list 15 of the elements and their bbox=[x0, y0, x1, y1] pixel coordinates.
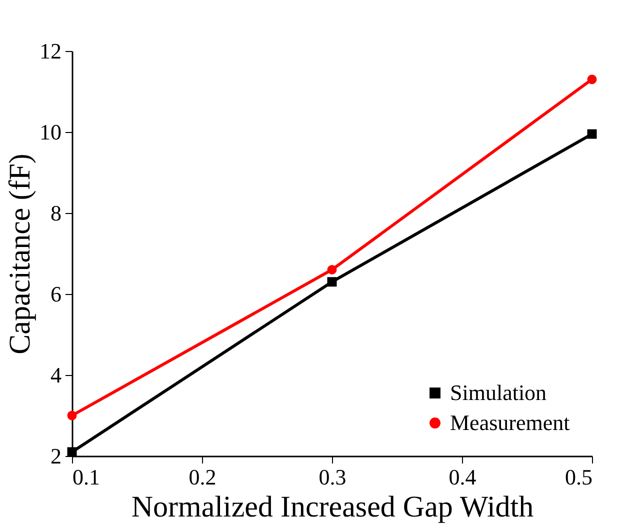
legend-label: Measurement bbox=[450, 410, 570, 435]
x-tick-label: 0.5 bbox=[565, 464, 592, 490]
y-tick-label: 12 bbox=[40, 38, 62, 64]
x-tick-label: 0.1 bbox=[72, 464, 100, 490]
y-tick-label: 10 bbox=[40, 120, 62, 144]
x-tick-label: 0.2 bbox=[188, 464, 216, 490]
x-tick-label: 0.4 bbox=[448, 464, 476, 490]
y-axis-title: Capacitance (fF) bbox=[4, 154, 36, 354]
x-tick-label: 0.3 bbox=[318, 464, 346, 490]
x-axis-title: Normalized Increased Gap Width bbox=[131, 490, 534, 524]
y-tick-label: 8 bbox=[50, 200, 62, 226]
y-tick-label: 2 bbox=[50, 444, 62, 468]
legend-label: Simulation bbox=[450, 380, 547, 405]
y-tick-label: 4 bbox=[50, 362, 62, 388]
y-tick-label: 6 bbox=[50, 282, 62, 306]
